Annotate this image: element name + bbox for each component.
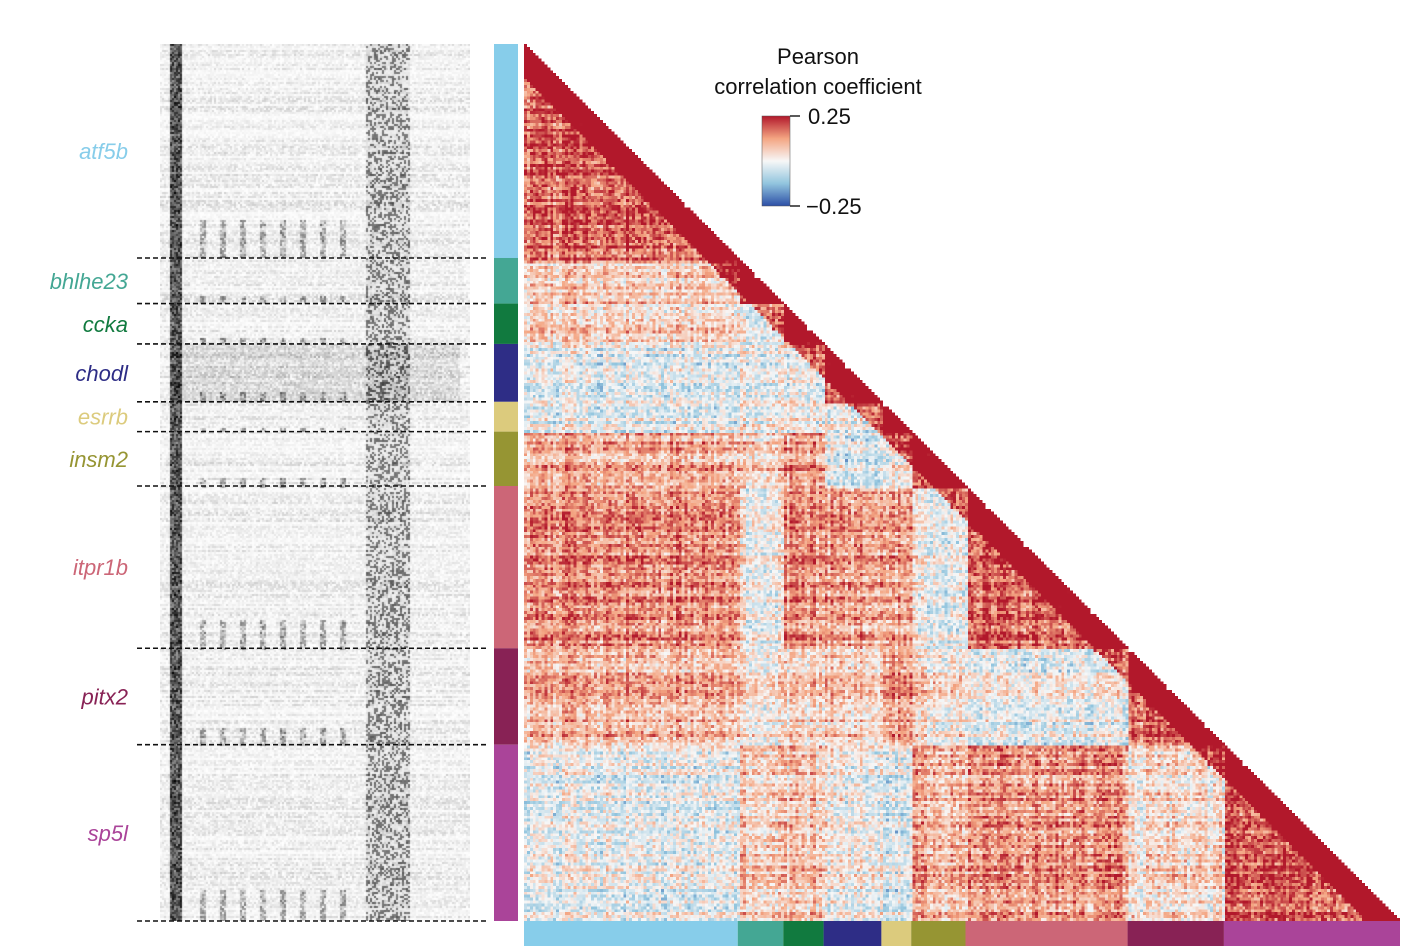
correlation-heatmap-triangle bbox=[524, 44, 1400, 921]
activity-traces-panel bbox=[160, 44, 470, 921]
colorbar-min-label: −0.25 bbox=[806, 194, 862, 219]
row-bar-bhlhe23 bbox=[494, 257, 518, 304]
col-bar-chodl bbox=[823, 921, 882, 946]
cluster-label-chodl: chodl bbox=[75, 361, 129, 386]
cluster-label-itpr1b: itpr1b bbox=[73, 555, 128, 580]
colorbar-legend: Pearson correlation coefficient 0.25 −0.… bbox=[714, 44, 922, 219]
row-bar-atf5b bbox=[494, 44, 518, 258]
cluster-label-insm2: insm2 bbox=[69, 447, 128, 472]
row-bar-insm2 bbox=[494, 431, 518, 487]
col-bar-atf5b bbox=[524, 921, 738, 946]
row-bar-pitx2 bbox=[494, 648, 518, 745]
row-bar-esrrb bbox=[494, 401, 518, 432]
col-bar-insm2 bbox=[911, 921, 966, 946]
colorbar bbox=[761, 115, 791, 207]
cluster-label-pitx2: pitx2 bbox=[81, 684, 128, 709]
row-bar-itpr1b bbox=[494, 486, 518, 649]
cluster-labels: atf5b bhlhe23 ccka chodl esrrb insm2 itpr1b pit… bbox=[50, 139, 486, 922]
col-bar-itpr1b bbox=[965, 921, 1128, 946]
row-bar-chodl bbox=[494, 343, 518, 402]
cluster-label-esrrb: esrrb bbox=[78, 405, 128, 430]
col-bar-esrrb bbox=[881, 921, 912, 946]
legend-title-line2: correlation coefficient bbox=[714, 74, 922, 99]
cluster-label-sp5l: sp5l bbox=[88, 821, 129, 846]
cluster-label-bhlhe23: bhlhe23 bbox=[50, 269, 129, 294]
col-bar-bhlhe23 bbox=[737, 921, 784, 946]
colorbar-max-label: 0.25 bbox=[808, 104, 851, 129]
legend-title-line1: Pearson bbox=[777, 44, 859, 69]
row-bar-ccka bbox=[494, 303, 518, 344]
heatmap-image bbox=[524, 44, 1400, 921]
activity-traces-image bbox=[160, 44, 470, 921]
col-bar-pitx2 bbox=[1127, 921, 1224, 946]
col-bar-ccka bbox=[783, 921, 824, 946]
cluster-label-atf5b: atf5b bbox=[79, 139, 128, 164]
row-bar-sp5l bbox=[494, 744, 518, 921]
row-cluster-color-bar bbox=[494, 44, 518, 921]
cluster-label-ccka: ccka bbox=[83, 312, 128, 337]
column-cluster-color-bar bbox=[524, 921, 1400, 946]
col-bar-sp5l bbox=[1223, 921, 1400, 946]
